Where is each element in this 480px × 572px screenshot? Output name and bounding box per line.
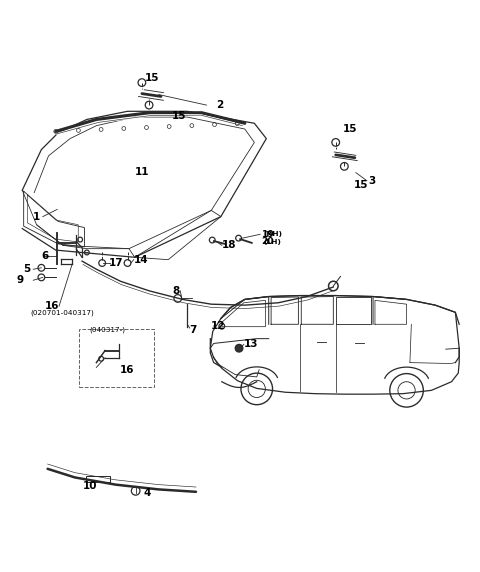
Polygon shape <box>84 479 168 490</box>
Text: 14: 14 <box>134 255 148 265</box>
Text: 5: 5 <box>23 264 30 274</box>
Text: 7: 7 <box>190 325 197 335</box>
Text: 2: 2 <box>216 100 223 110</box>
Text: 11: 11 <box>135 167 149 177</box>
Text: 16: 16 <box>120 365 134 375</box>
Text: 18: 18 <box>222 240 236 251</box>
Text: 4: 4 <box>144 488 151 498</box>
Text: 15: 15 <box>354 181 369 190</box>
Text: (020701-040317): (020701-040317) <box>30 309 94 316</box>
Text: (040317-): (040317-) <box>89 327 125 333</box>
Text: 6: 6 <box>41 251 48 261</box>
Text: 17: 17 <box>108 258 123 268</box>
Text: 16: 16 <box>45 301 59 311</box>
Text: 3: 3 <box>368 176 375 186</box>
Text: 15: 15 <box>145 73 160 83</box>
Text: 1: 1 <box>33 212 40 221</box>
Text: 12: 12 <box>211 321 226 331</box>
Text: 8: 8 <box>172 286 180 296</box>
Text: 13: 13 <box>244 339 258 349</box>
Text: 19: 19 <box>262 230 275 239</box>
Text: 9: 9 <box>16 275 24 285</box>
Text: (RH): (RH) <box>263 231 282 237</box>
Text: 20: 20 <box>262 237 274 247</box>
Text: 10: 10 <box>83 480 97 491</box>
Text: 15: 15 <box>343 124 358 134</box>
Text: (LH): (LH) <box>263 239 281 245</box>
Text: 15: 15 <box>172 111 187 121</box>
Circle shape <box>235 344 243 352</box>
